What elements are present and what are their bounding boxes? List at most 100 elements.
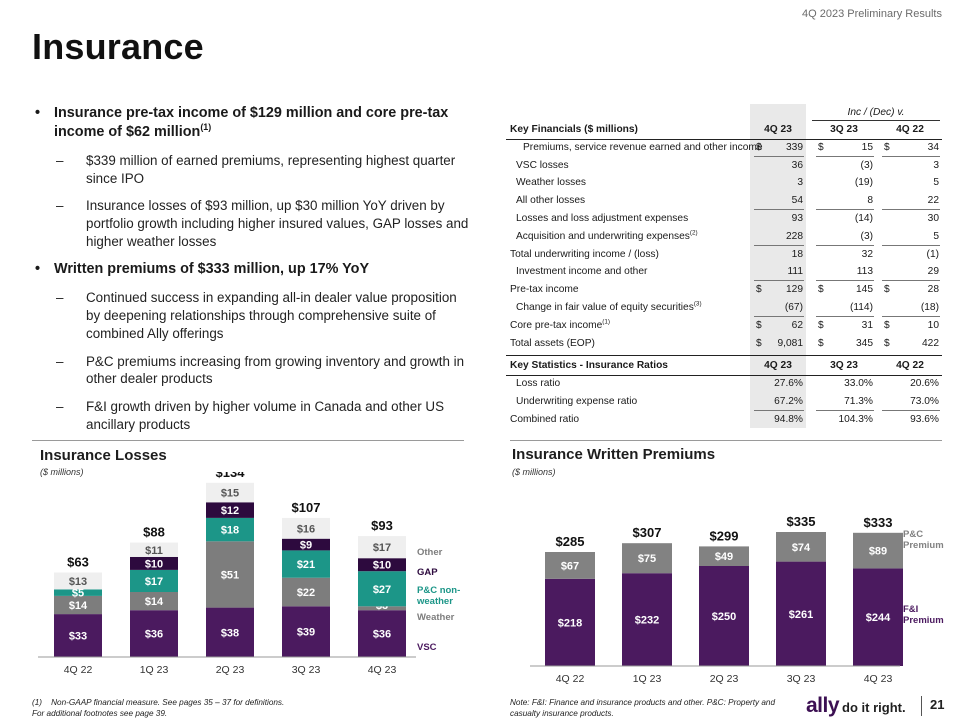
subtotal-underline bbox=[754, 208, 804, 210]
premium-x-tick-label: 2Q 23 bbox=[710, 673, 739, 685]
subtotal-underline bbox=[882, 409, 940, 411]
fi-premium-label: $218 bbox=[558, 617, 582, 629]
ratios-header-col-0: 4Q 23 bbox=[764, 360, 792, 372]
financials-row: Investment income and other 111 113 29 bbox=[506, 263, 942, 282]
financials-row: Weather losses 3 (19) 5 bbox=[506, 174, 942, 192]
other-segment bbox=[206, 482, 254, 503]
vsc-segment bbox=[54, 614, 102, 657]
loss-x-tick-label: 4Q 22 bbox=[64, 664, 93, 676]
vsc-label: $39 bbox=[297, 627, 315, 639]
financials-value: (18) bbox=[920, 302, 939, 313]
financials-value: 54 bbox=[791, 195, 803, 207]
fi-premium-segment bbox=[776, 561, 826, 666]
dollar-sign: $ bbox=[818, 284, 824, 296]
loss-legend-item: P&C non-weather bbox=[416, 585, 460, 607]
ratio-value: 67.2% bbox=[774, 396, 803, 407]
financials-value: (114) bbox=[849, 302, 873, 313]
loss-legend-item: VSC bbox=[417, 642, 437, 653]
bullet-written-premiums: Written premiums of $333 million, up 17%… bbox=[32, 260, 472, 279]
dollar-sign: $ bbox=[818, 141, 824, 153]
financials-value: 10 bbox=[927, 319, 939, 331]
ratio-value: 104.3% bbox=[838, 413, 873, 425]
financials-value: 228 bbox=[786, 230, 803, 242]
financials-value: 339 bbox=[786, 141, 803, 153]
subtotal-underline bbox=[882, 244, 940, 246]
ratios-header-label: Key Statistics - Insurance Ratios bbox=[510, 360, 668, 372]
bullet-pretax-income: Insurance pre-tax income of $129 million… bbox=[32, 104, 472, 142]
financials-header-rule bbox=[506, 138, 942, 140]
financials-value: 3 bbox=[933, 159, 939, 171]
ratios-top-rule bbox=[506, 355, 942, 357]
pc-premium-segment bbox=[699, 546, 749, 566]
losses-chart-title: Insurance Losses bbox=[40, 447, 167, 464]
financials-value: 22 bbox=[927, 195, 939, 207]
financials-row-label: Acquisition and underwriting expenses(2) bbox=[516, 229, 698, 242]
dollar-sign: $ bbox=[756, 319, 762, 331]
financials-value: 111 bbox=[787, 266, 803, 278]
financials-value: 422 bbox=[922, 337, 939, 349]
ratio-value: 27.6% bbox=[774, 378, 803, 390]
weather-label: $22 bbox=[297, 587, 315, 599]
financials-value: 145 bbox=[856, 284, 873, 296]
footnote-ref: (2) bbox=[689, 229, 698, 237]
losses-section-divider bbox=[32, 440, 464, 441]
financials-value: (67) bbox=[784, 302, 803, 313]
loss-total-label: $107 bbox=[292, 500, 321, 515]
page-number: 21 bbox=[930, 697, 945, 712]
gap-label: $10 bbox=[145, 558, 163, 570]
pc-nonweather-label: $18 bbox=[221, 525, 239, 537]
vsc-segment bbox=[206, 607, 254, 657]
other-segment bbox=[54, 572, 102, 590]
weather-label: $51 bbox=[221, 569, 239, 581]
premiums-section-divider bbox=[510, 440, 942, 441]
financials-header-label: Key Financials ($ millions) bbox=[510, 124, 638, 135]
financials-value: 93 bbox=[791, 213, 803, 224]
vsc-label: $36 bbox=[145, 629, 163, 641]
subtotal-underline bbox=[816, 244, 874, 246]
ratio-value: 94.8% bbox=[774, 413, 803, 425]
dollar-sign: $ bbox=[884, 319, 890, 331]
pc-premium-segment bbox=[853, 532, 903, 569]
financials-value: 31 bbox=[861, 319, 873, 331]
financials-value: 32 bbox=[861, 248, 873, 260]
legend-line-1: P&C bbox=[903, 529, 923, 540]
gap-segment bbox=[358, 558, 406, 572]
financials-header-col-1: 3Q 23 bbox=[830, 124, 858, 135]
ratios-header-col-1: 3Q 23 bbox=[830, 360, 858, 372]
subtotal-underline bbox=[816, 208, 874, 210]
dollar-sign: $ bbox=[756, 284, 762, 296]
vsc-label: $33 bbox=[69, 631, 87, 643]
pc-nonweather-label: $17 bbox=[145, 576, 163, 588]
loss-x-tick-label: 4Q 23 bbox=[368, 664, 397, 676]
premium-total-label: $299 bbox=[710, 528, 739, 543]
financials-row-label: Total assets (EOP) bbox=[510, 337, 595, 349]
other-label: $15 bbox=[221, 488, 239, 500]
gap-label: $12 bbox=[221, 505, 239, 517]
footnote-ref: (3) bbox=[693, 300, 702, 308]
financials-value: 15 bbox=[861, 141, 873, 153]
financials-row: Acquisition and underwriting expenses(2)… bbox=[506, 228, 942, 246]
weather-segment bbox=[282, 577, 330, 607]
vsc-segment bbox=[358, 610, 406, 657]
ratio-value: 33.0% bbox=[844, 378, 873, 390]
subtotal-underline bbox=[882, 315, 940, 317]
financials-value: 113 bbox=[856, 266, 873, 278]
financials-row: Premiums, service revenue earned and oth… bbox=[506, 139, 942, 157]
subtotal-underline bbox=[882, 208, 940, 210]
financials-value: 5 bbox=[933, 230, 939, 242]
financials-header-col-0: 4Q 23 bbox=[764, 124, 792, 135]
subtotal-underline bbox=[754, 155, 804, 157]
subtotal-underline bbox=[816, 155, 874, 157]
premium-x-tick-label: 3Q 23 bbox=[787, 673, 816, 685]
subtotal-underline bbox=[754, 315, 804, 317]
pc-premium-label: $49 bbox=[715, 551, 733, 563]
written-premiums-chart: $218 $67 $285 4Q 22 $232 $75 $307 1Q 23 $250 $49 $… bbox=[530, 514, 944, 685]
financials-row: Losses and loss adjustment expenses 93 (14… bbox=[506, 210, 942, 228]
ratio-value: 93.6% bbox=[910, 413, 939, 425]
ratio-value: 73.0% bbox=[910, 396, 939, 407]
financials-row-label: VSC losses bbox=[516, 159, 569, 171]
subtotal-underline bbox=[754, 280, 804, 282]
premium-total-label: $285 bbox=[556, 534, 585, 549]
losses-chart-units: ($ millions) bbox=[40, 467, 84, 477]
financials-value: (19) bbox=[854, 177, 873, 189]
